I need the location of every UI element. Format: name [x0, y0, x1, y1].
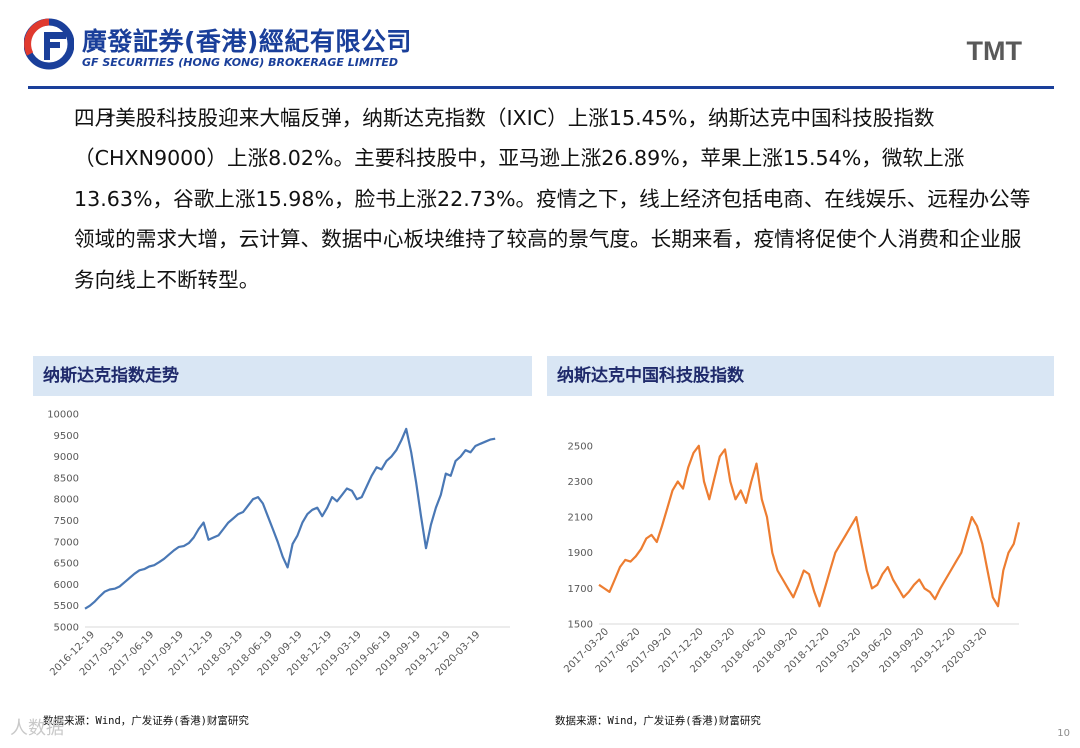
nasdaq-y-tick-label: 10000 [47, 410, 79, 421]
page-number: 10 [1057, 728, 1070, 739]
gf-logo-icon [24, 18, 74, 70]
nasdaq-line-chart: 5000 5500 6000 6500 7000 7500 8000 8500 9000 9500… [47, 410, 510, 678]
company-name-cn: 廣發証券(香港)經紀有限公司 [82, 27, 412, 56]
nasdaq-y-tick-label: 6500 [54, 559, 79, 570]
watermark: 人数据 [10, 718, 64, 739]
summary-paragraph: 四月美股科技股迎来大幅反弹，纳斯达克指数（IXIC）上涨15.45%，纳斯达克中… [74, 106, 1031, 292]
china-tech-y-tick-label: 1700 [568, 584, 593, 595]
source-note-left: 数据来源：Wind，广发证券(香港)财富研究 [43, 715, 249, 727]
bullet-arrow-icon: ➢ [104, 106, 117, 124]
china-tech-y-tick-label: 1900 [568, 548, 593, 559]
nasdaq-y-tick-label: 9500 [54, 431, 79, 442]
nasdaq-y-tick-label: 6000 [54, 580, 79, 591]
source-note-right: 数据来源：Wind，广发证券(香港)财富研究 [555, 715, 761, 727]
header-divider [28, 86, 1054, 89]
company-name-en: GF SECURITIES (HONG KONG) BROKERAGE LIMI… [82, 56, 399, 69]
nasdaq-y-tick-label: 7000 [54, 537, 79, 548]
nasdaq-y-tick-label: 8000 [54, 495, 79, 506]
china-tech-y-tick-label: 2100 [568, 513, 593, 524]
chart-title-china-tech: 纳斯达克中国科技股指数 [547, 356, 1054, 396]
china-tech-y-tick-label: 2500 [568, 441, 593, 452]
nasdaq-y-tick-label: 5500 [54, 601, 79, 612]
china-tech-y-tick-label: 2300 [568, 477, 593, 488]
nasdaq-y-tick-label: 5000 [54, 623, 79, 634]
nasdaq-y-tick-label: 8500 [54, 473, 79, 484]
section-label: TMT [966, 36, 1022, 66]
chart-title-nasdaq: 纳斯达克指数走势 [33, 356, 532, 396]
china-tech-y-tick-label: 1500 [568, 620, 593, 631]
page-header: 廣發証券(香港)經紀有限公司 GF SECURITIES (HONG KONG)… [0, 0, 1080, 90]
nasdaq-series-line [84, 427, 496, 610]
china-tech-series-line [598, 444, 1021, 608]
nasdaq-y-tick-label: 7500 [54, 516, 79, 527]
nasdaq-y-tick-label: 9000 [54, 452, 79, 463]
china-tech-line-chart: 1500170019002100230025002017-03-202017-0… [562, 441, 1021, 675]
